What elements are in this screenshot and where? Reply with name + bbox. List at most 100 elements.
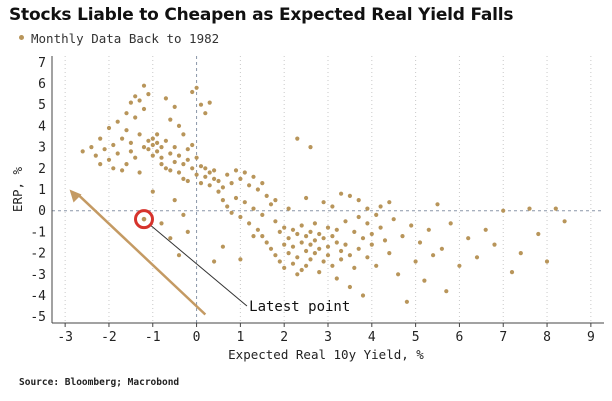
- data-point: [155, 132, 160, 137]
- data-point: [255, 227, 260, 232]
- data-point: [120, 168, 125, 173]
- data-point: [365, 255, 370, 260]
- x-tick-label: -2: [101, 330, 117, 345]
- data-point: [163, 166, 168, 171]
- data-point: [404, 299, 409, 304]
- data-point: [264, 240, 269, 245]
- data-point: [264, 193, 269, 198]
- data-point: [282, 225, 287, 230]
- y-tick-label: 4: [38, 119, 46, 134]
- data-point: [431, 253, 436, 258]
- data-point: [282, 265, 287, 270]
- data-point: [203, 166, 208, 171]
- data-point: [422, 278, 427, 283]
- data-point: [220, 185, 225, 190]
- data-point: [120, 136, 125, 141]
- x-tick-label: 1: [236, 330, 244, 345]
- data-point: [286, 251, 291, 256]
- data-point: [93, 153, 98, 158]
- data-point: [212, 168, 217, 173]
- latest-point-marker: [141, 216, 147, 222]
- data-point: [137, 170, 142, 175]
- x-tick-label: 7: [499, 330, 507, 345]
- x-tick-label: 2: [280, 330, 288, 345]
- data-point: [225, 204, 230, 209]
- data-point: [238, 214, 243, 220]
- data-point: [247, 183, 252, 188]
- data-point: [233, 195, 239, 201]
- data-point: [185, 178, 190, 184]
- data-point: [518, 251, 523, 256]
- data-point: [172, 159, 177, 165]
- data-point: [325, 253, 331, 258]
- data-point: [444, 289, 449, 294]
- data-point: [203, 111, 208, 116]
- data-point: [238, 257, 243, 262]
- data-point: [260, 234, 265, 239]
- data-point: [299, 240, 304, 245]
- data-point: [216, 178, 221, 184]
- data-point: [317, 231, 322, 237]
- data-point: [273, 253, 278, 258]
- data-point: [98, 136, 103, 141]
- data-point: [251, 234, 256, 239]
- data-point: [216, 189, 221, 194]
- x-tick-label: 3: [324, 330, 332, 345]
- data-point: [168, 151, 173, 156]
- data-point: [168, 236, 173, 241]
- data-point: [553, 206, 558, 211]
- data-point: [492, 242, 497, 247]
- y-tick-label: 7: [38, 56, 46, 71]
- data-point: [163, 138, 168, 143]
- data-point: [251, 174, 256, 179]
- data-point: [290, 227, 296, 232]
- data-point: [562, 219, 567, 224]
- data-point: [369, 231, 374, 237]
- data-point: [312, 221, 317, 226]
- data-point: [356, 198, 361, 203]
- x-tick-label: 4: [368, 330, 376, 345]
- data-point: [172, 198, 177, 203]
- x-tick-label: 0: [193, 330, 201, 345]
- data-point: [356, 246, 361, 251]
- data-point: [155, 140, 160, 145]
- data-point: [225, 172, 230, 177]
- data-point: [360, 293, 366, 298]
- data-point: [356, 214, 361, 220]
- data-point: [185, 147, 190, 152]
- data-point: [295, 136, 300, 141]
- data-point: [203, 174, 208, 179]
- data-point: [133, 94, 138, 99]
- data-point: [242, 200, 247, 205]
- data-point: [374, 212, 379, 217]
- data-point: [347, 284, 352, 290]
- data-point: [190, 89, 195, 95]
- data-point: [321, 200, 326, 205]
- data-point: [325, 225, 331, 230]
- data-point: [98, 162, 103, 167]
- data-point: [181, 162, 186, 167]
- data-point: [190, 166, 195, 171]
- data-point: [133, 115, 138, 120]
- y-tick-label: 2: [38, 162, 46, 177]
- data-point: [282, 242, 287, 247]
- data-point: [391, 217, 396, 222]
- data-point: [417, 240, 423, 245]
- data-point: [255, 187, 260, 192]
- data-point: [334, 276, 339, 281]
- data-point: [146, 138, 151, 143]
- data-point: [220, 244, 225, 249]
- data-point: [155, 149, 160, 154]
- data-point: [106, 157, 112, 162]
- x-tick-label: 8: [543, 330, 551, 345]
- data-point: [312, 238, 317, 243]
- data-point: [163, 96, 168, 101]
- data-point: [387, 251, 392, 256]
- data-point: [448, 221, 453, 226]
- y-tick-label: -2: [30, 247, 46, 262]
- legend-marker: [19, 35, 24, 40]
- data-point: [207, 100, 212, 105]
- data-point: [176, 123, 182, 128]
- data-point: [273, 198, 278, 203]
